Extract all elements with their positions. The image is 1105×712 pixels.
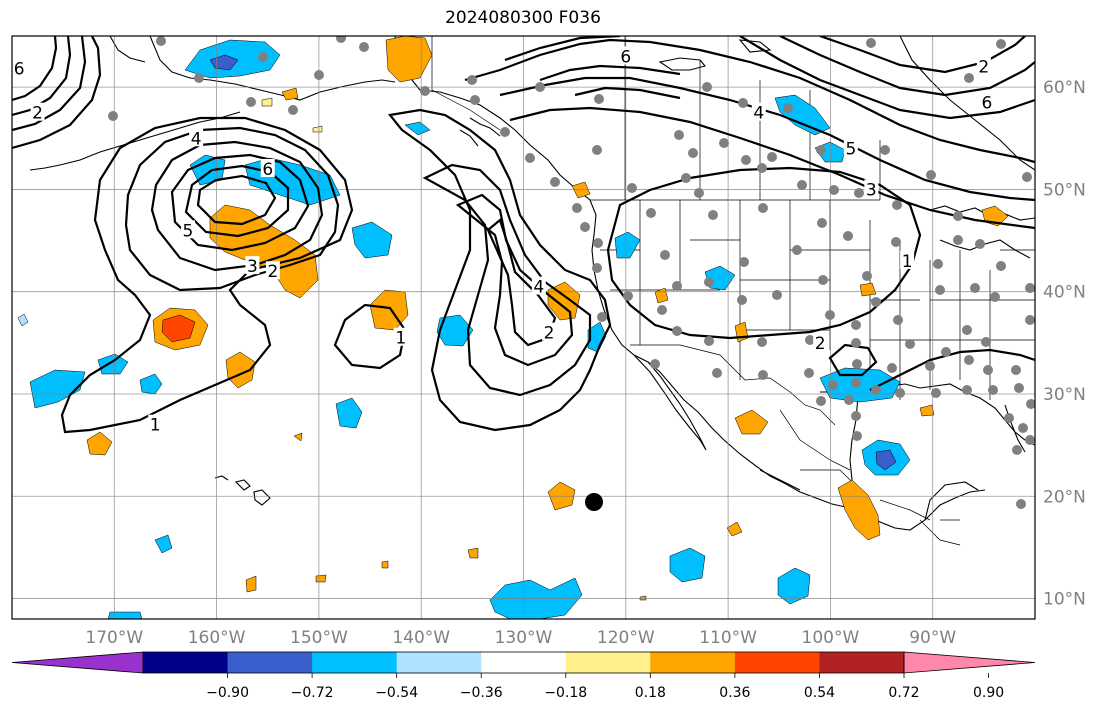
contour-label-bg	[900, 251, 915, 270]
contour-label: 6	[262, 160, 273, 180]
contour-label-bg	[148, 414, 163, 433]
colorbar-tick-label: −0.90	[206, 685, 249, 701]
colorbar-tick-labels: −0.90 −0.72 −0.54 −0.36 −0.18 0.18 0.36 0.54 0.7…	[206, 673, 1004, 701]
contour-label: 6	[14, 60, 25, 80]
contour-label: 2	[978, 58, 989, 78]
lat-label: 20°N	[1043, 487, 1086, 507]
lon-label: 170°W	[85, 628, 143, 648]
contour-label-bg	[843, 138, 858, 157]
anomaly-shading	[17, 36, 1009, 619]
lon-label: 150°W	[290, 628, 348, 648]
contour-label-bg	[180, 220, 195, 239]
lon-label: 110°W	[699, 628, 757, 648]
lat-label: 40°N	[1043, 283, 1086, 303]
contour-label: 5	[845, 140, 856, 160]
contour-label-bg	[12, 58, 27, 77]
contour-label: 2	[267, 262, 278, 282]
lat-label: 60°N	[1043, 78, 1086, 98]
contour-label-bg	[393, 327, 408, 346]
lat-label: 50°N	[1043, 180, 1086, 200]
longitude-labels: 170°W 160°W 150°W 140°W 130°W 120°W 110°W 100°W…	[85, 628, 956, 648]
lat-label: 30°N	[1043, 385, 1086, 405]
contour-label: 2	[32, 104, 43, 124]
colorbar-extend-high	[903, 651, 1036, 674]
colorbar-tick-label: 0.54	[804, 685, 835, 701]
contour-label: 2	[544, 324, 555, 344]
contour-label: 1	[395, 329, 406, 349]
contour-label-bg	[864, 179, 879, 198]
contour-label-bg	[245, 256, 260, 275]
colorbar-segment	[819, 652, 905, 673]
colorbar-tick-label: 0.18	[635, 685, 666, 701]
map-title: 2024080300 F036	[445, 8, 601, 28]
contour-label-bg	[30, 102, 45, 121]
colorbar-segment	[650, 652, 736, 673]
lon-label: 90°W	[909, 628, 956, 648]
contour-label-bg	[976, 56, 991, 75]
colorbar-segment	[734, 652, 820, 673]
colorbar-tick-label: 0.90	[973, 685, 1004, 701]
colorbar-tick-label: −0.54	[375, 685, 418, 701]
contour-label: 5	[183, 221, 194, 241]
station-markers	[108, 36, 1035, 509]
lon-label: 100°W	[802, 628, 860, 648]
lon-label: 120°W	[597, 628, 655, 648]
colorbar-segment	[481, 652, 567, 673]
contour-label: 3	[247, 257, 258, 277]
contour-label-bg	[260, 158, 275, 177]
contour-label: 6	[620, 47, 631, 67]
colorbar-tick-label: 0.72	[888, 685, 919, 701]
colorbar-frame	[142, 651, 905, 674]
contour-label-bg	[618, 46, 633, 65]
contour-label-bg	[531, 276, 546, 295]
contour-label: 2	[815, 334, 826, 354]
contour-label: 1	[902, 252, 913, 272]
contour-label-bg	[265, 261, 280, 280]
colorbar-segment	[312, 652, 398, 673]
contour-label-bg	[979, 92, 994, 111]
colorbar-segment	[227, 652, 313, 673]
contour-label: 4	[191, 129, 202, 149]
colorbar-extend-low	[11, 651, 144, 674]
lat-label: 10°N	[1043, 590, 1086, 610]
colorbar	[11, 651, 1036, 674]
colorbar-segment	[565, 652, 651, 673]
colorbar-tick-label: −0.36	[460, 685, 503, 701]
forecast-point-marker	[585, 493, 603, 511]
lon-label: 140°W	[392, 628, 450, 648]
contour-label-bg	[189, 128, 204, 147]
contour-label: 1	[150, 416, 161, 436]
contour-label: 4	[533, 278, 544, 298]
latitude-labels: 10°N 20°N 30°N 40°N 50°N 60°N	[1043, 78, 1086, 609]
contour-label: 6	[982, 93, 993, 113]
contour-label-bg	[542, 322, 557, 341]
colorbar-segment	[396, 652, 482, 673]
map-frame	[11, 35, 1036, 620]
lon-label: 160°W	[188, 628, 246, 648]
lon-label: 130°W	[495, 628, 553, 648]
colorbar-tick-label: 0.36	[719, 685, 750, 701]
contour-label: 3	[866, 180, 877, 200]
colorbar-tick-label: −0.72	[291, 685, 334, 701]
contour-label-bg	[751, 102, 766, 121]
colorbar-tick-label: −0.18	[544, 685, 587, 701]
contour-label: 4	[753, 104, 764, 124]
contour-label-bg	[813, 332, 828, 351]
colorbar-segment	[143, 652, 229, 673]
